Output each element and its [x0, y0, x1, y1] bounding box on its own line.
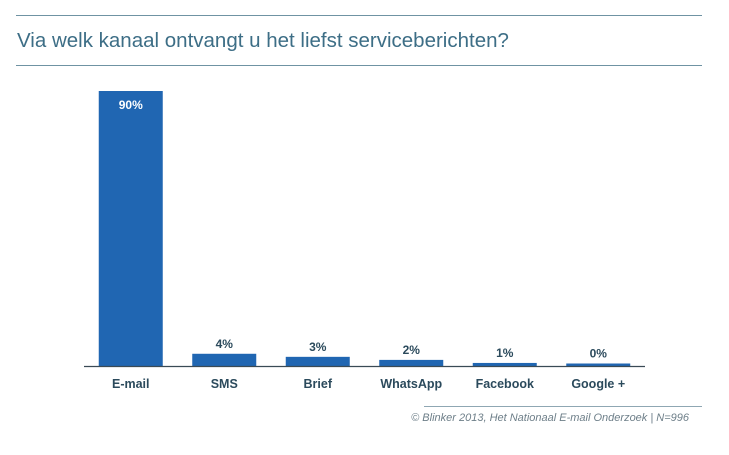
value-label-e-mail: 90%	[119, 98, 143, 112]
category-label-facebook: Facebook	[476, 377, 534, 391]
source-rule	[424, 406, 702, 407]
value-label-sms: 4%	[216, 337, 234, 351]
bar-whatsapp	[379, 359, 444, 366]
title-rule	[16, 65, 702, 66]
chart-title: Via welk kanaal ontvangt u het liefst se…	[17, 29, 509, 52]
source-note: © Blinker 2013, Het Nationaal E-mail Ond…	[411, 412, 689, 424]
bar-e-mail	[98, 91, 163, 366]
bar-sms	[192, 353, 257, 366]
bar-brief	[285, 356, 350, 366]
category-label-brief: Brief	[304, 377, 333, 391]
value-label-whatsapp: 2%	[403, 343, 421, 357]
bar-google	[566, 363, 631, 366]
top-rule	[16, 15, 702, 16]
category-label-sms: SMS	[211, 377, 238, 391]
value-label-google: 0%	[590, 347, 608, 361]
value-label-facebook: 1%	[496, 346, 514, 360]
category-label-whatsapp: WhatsApp	[380, 377, 442, 391]
category-label-google: Google +	[571, 377, 625, 391]
bar-facebook	[472, 362, 537, 366]
category-label-e-mail: E-mail	[112, 377, 150, 391]
value-label-brief: 3%	[309, 340, 327, 354]
